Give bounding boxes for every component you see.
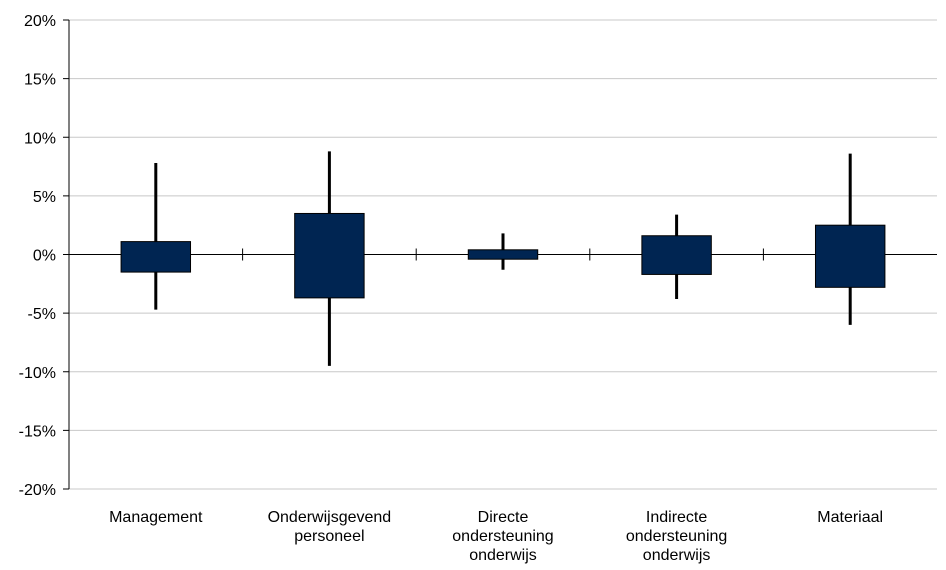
y-tick-label: -20% — [19, 482, 56, 499]
candle-box-2 — [294, 212, 365, 299]
y-tick-label: 15% — [24, 72, 56, 89]
y-tick-label: -5% — [28, 306, 56, 323]
y-tick-label: 10% — [24, 130, 56, 147]
y-axis: 20% 15% 10% 5% 0% -5% -10% -15% -20% — [19, 13, 70, 499]
x-tick-label: Directe ondersteuning onderwijs — [452, 509, 553, 564]
y-tick-label: -15% — [19, 423, 56, 440]
x-tick-label: Materiaal — [817, 509, 883, 526]
candle-box-4 — [641, 235, 712, 275]
candle-box-1 — [120, 241, 192, 273]
candle-box-5 — [814, 224, 886, 288]
candle-box-3 — [467, 249, 539, 260]
x-tick-label: Indirecte ondersteuning onderwijs — [626, 509, 727, 564]
y-tick-label: -10% — [19, 365, 56, 382]
x-tick-label: Management — [109, 509, 203, 526]
gridlines — [69, 19, 937, 490]
plot-marks — [120, 151, 886, 366]
y-tick-label: 5% — [33, 189, 56, 206]
y-tick-label: 20% — [24, 13, 56, 30]
x-tick-label: Onderwijsgevend personeel — [268, 509, 392, 545]
y-tick-label: 0% — [33, 248, 56, 265]
x-axis: Management Onderwijsgevend personeel Direct… — [69, 248, 937, 564]
